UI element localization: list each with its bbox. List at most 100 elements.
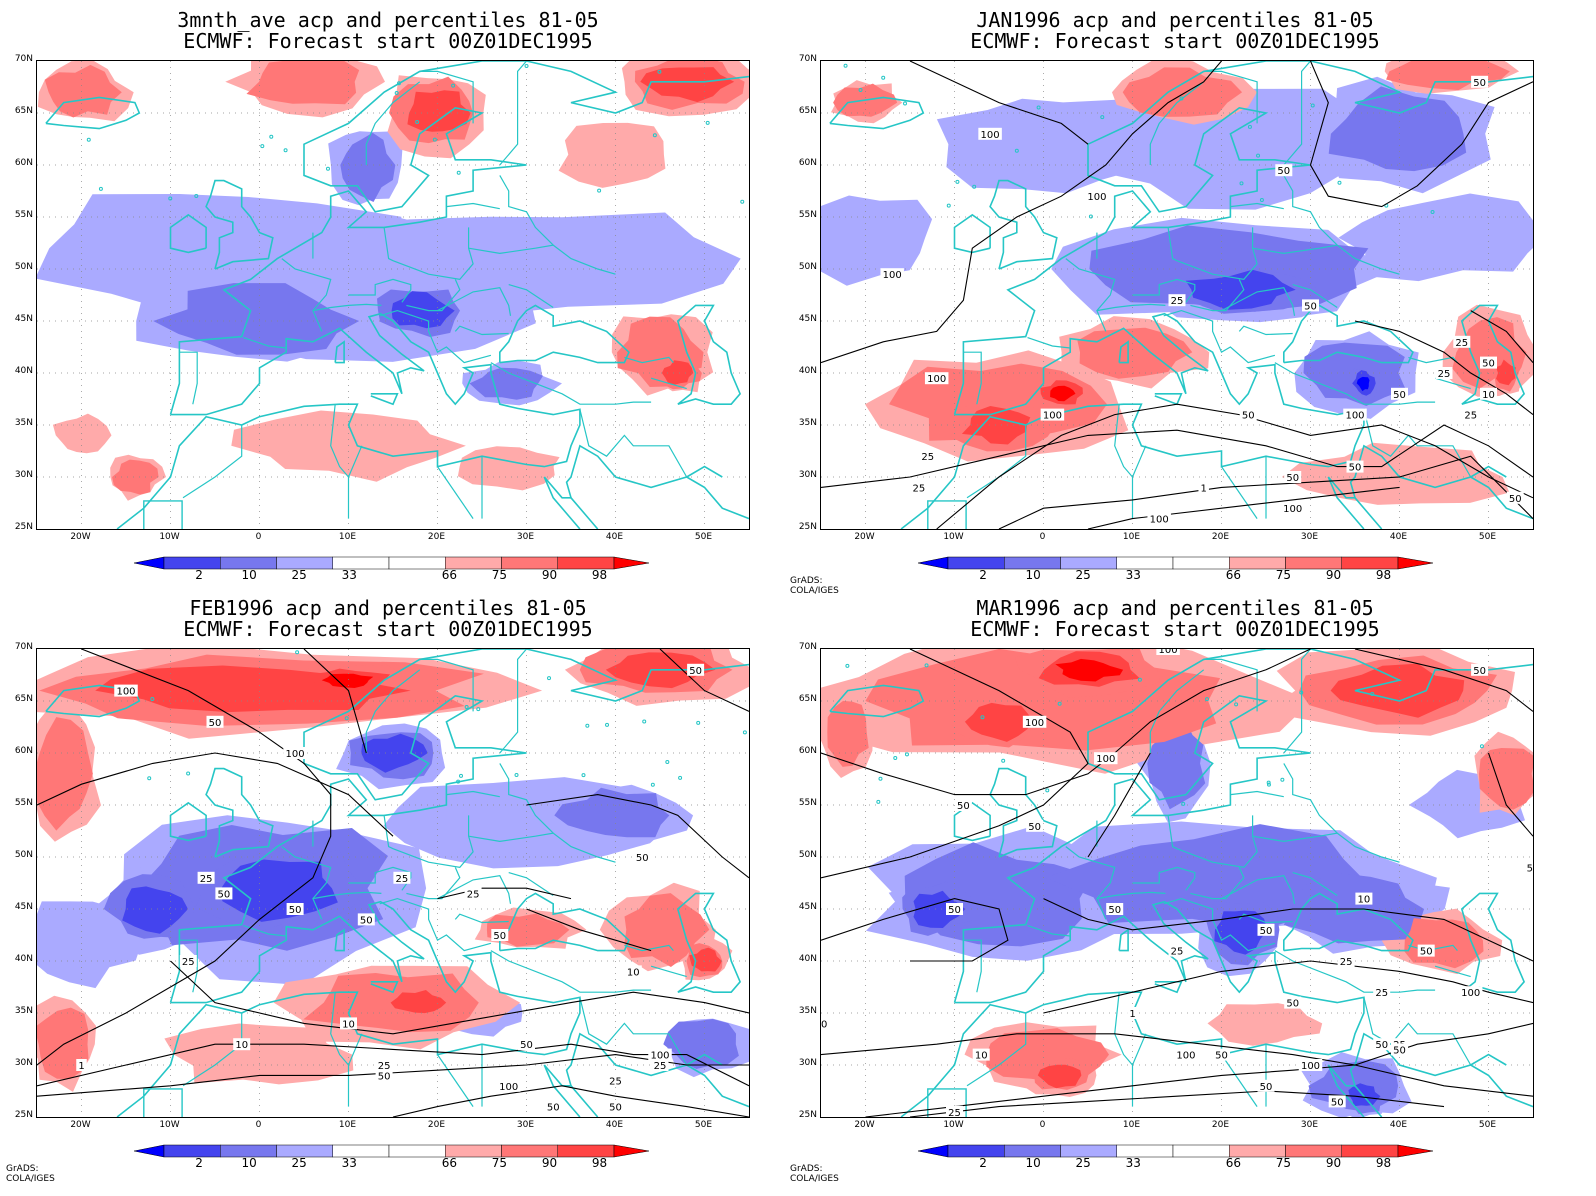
island [980, 715, 985, 720]
contour-label-bg [1040, 408, 1065, 421]
longitude-label: 20W [854, 1120, 875, 1130]
island [283, 148, 288, 153]
country-border [1114, 404, 1133, 478]
contour-label-bg [1343, 408, 1367, 421]
latitude-label: 55N [14, 798, 33, 808]
colorbar-label: 75 [1275, 568, 1292, 582]
contour-line [821, 649, 1089, 879]
dry-anomaly-shade [37, 901, 143, 989]
island [394, 90, 399, 95]
island [86, 137, 91, 142]
coastline [116, 900, 581, 1117]
latitude-label: 65N [14, 106, 33, 116]
contour-label: 50 [1393, 1045, 1406, 1056]
dry-anomaly-shade [221, 859, 338, 922]
island [843, 63, 848, 68]
contour-label-bg [1524, 861, 1533, 874]
island [1370, 691, 1375, 696]
country-border [1167, 815, 1258, 869]
longitude-label: 50E [1478, 1120, 1497, 1130]
latitude-label: 30N [798, 470, 817, 480]
island [464, 705, 469, 710]
coastline [1154, 980, 1183, 994]
longitude-label: 20E [1211, 1120, 1230, 1130]
country-border [1221, 1054, 1258, 1107]
dry-anomaly-shade [554, 787, 670, 838]
contour-label-bg [1462, 408, 1480, 421]
contour-label-bg [1471, 75, 1489, 88]
island [1430, 210, 1435, 215]
wet-anomaly-shade [640, 67, 735, 103]
dry-anomaly-shade [1283, 872, 1425, 944]
island [650, 782, 655, 787]
map-area: 100 100 100 50 50 50 50 50 50 25 50 10 25 10 1 25 50 25 10… [820, 648, 1534, 1118]
contour-line [821, 424, 1533, 488]
latitude-label: 40N [798, 366, 817, 376]
contour-label-bg [375, 1059, 393, 1071]
coastline [953, 801, 991, 842]
country-border [419, 70, 474, 124]
contour-line [865, 1064, 1533, 1117]
latitude-label: 45N [14, 902, 33, 912]
island [696, 720, 701, 725]
coastline [1470, 465, 1507, 478]
wet-anomaly-shade [37, 717, 93, 831]
contour-label: 25 [1438, 369, 1451, 380]
country-border [1283, 763, 1338, 834]
coastline [1354, 497, 1383, 529]
contour-label: 25 [948, 1108, 961, 1117]
island [972, 184, 977, 189]
country-border [1132, 278, 1196, 303]
dry-anomaly-shade [1328, 86, 1467, 172]
longitude-label: 10W [943, 1120, 964, 1130]
panel-title: 3mnth_ave acp and percentiles 81-05 [177, 8, 599, 32]
country-border [966, 1013, 1027, 1087]
longitude-label: 10W [159, 1120, 180, 1130]
contour-label-bg [946, 1105, 963, 1117]
contour-label-bg [1239, 408, 1257, 421]
country-border [508, 284, 554, 309]
dry-anomaly-shade [1045, 824, 1362, 931]
colorbar-arrow-high [1397, 1144, 1434, 1158]
country-border [1132, 866, 1196, 891]
latitude-label: 65N [14, 694, 33, 704]
coastline [205, 767, 274, 858]
island [597, 188, 602, 193]
island [581, 773, 586, 778]
country-border [348, 866, 412, 891]
map-inset-box [927, 1088, 967, 1117]
coastline [676, 892, 742, 994]
country-border [243, 337, 287, 349]
contour-label: 25 [182, 957, 195, 968]
contour-label: 50 [360, 915, 373, 926]
country-border [330, 404, 349, 478]
country-border [1408, 944, 1458, 952]
longitude-label: 10W [943, 532, 964, 542]
country-border [1221, 875, 1296, 904]
dry-anomaly-shade [361, 733, 428, 773]
country-border [1283, 175, 1338, 246]
contour-label: 100 [650, 1051, 669, 1062]
colorbar-arrow-low [134, 556, 165, 570]
longitude-label: 40E [1389, 1120, 1408, 1130]
country-border [1221, 466, 1258, 519]
country-border [1434, 377, 1471, 390]
country-border [579, 997, 688, 1066]
contour-line [909, 1090, 1445, 1117]
wet-anomaly-shade [44, 64, 122, 118]
contour-label-bg [978, 127, 1002, 140]
contour-label: 100 [1150, 515, 1169, 526]
contour-label-bg [393, 871, 411, 884]
colorbar-label: 98 [591, 1156, 608, 1170]
contour-line [1354, 649, 1533, 712]
dry-anomaly-shade [340, 132, 396, 202]
contour-label-bg [357, 913, 375, 926]
country-border [419, 658, 474, 712]
country-border [1096, 303, 1166, 312]
country-border [330, 992, 349, 1066]
latitude-label: 35N [798, 418, 817, 428]
contour-label: 50 [1420, 947, 1433, 958]
longitude-label: 10E [1122, 532, 1141, 542]
island [845, 663, 850, 668]
latitude-label: 55N [798, 210, 817, 220]
